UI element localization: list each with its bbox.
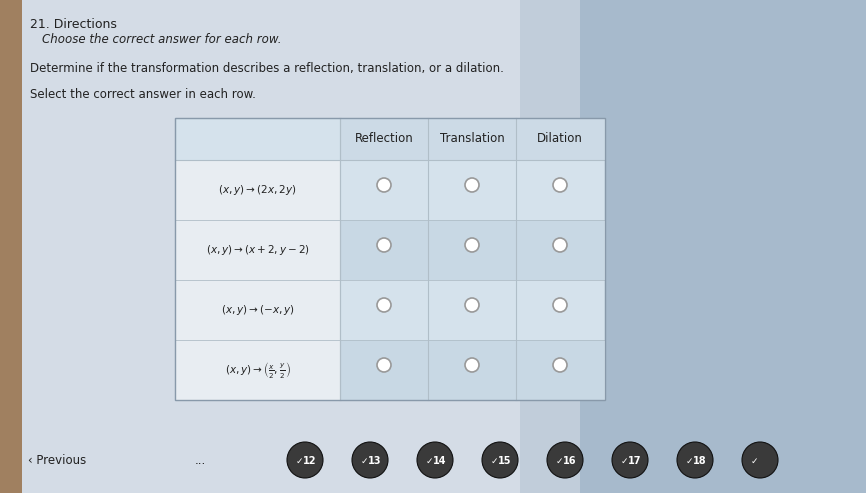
Text: $(x, y) \rightarrow (-x, y)$: $(x, y) \rightarrow (-x, y)$ <box>221 303 294 317</box>
Text: ✓: ✓ <box>750 457 758 465</box>
FancyBboxPatch shape <box>175 280 340 340</box>
Circle shape <box>553 178 567 192</box>
Circle shape <box>465 238 479 252</box>
FancyBboxPatch shape <box>0 0 580 493</box>
Text: $(x, y) \rightarrow \left(\frac{x}{2}, \frac{y}{2}\right)$: $(x, y) \rightarrow \left(\frac{x}{2}, \… <box>224 360 290 380</box>
Circle shape <box>465 178 479 192</box>
Text: Dilation: Dilation <box>537 133 583 145</box>
Circle shape <box>287 442 323 478</box>
Text: Determine if the transformation describes a reflection, translation, or a dilati: Determine if the transformation describe… <box>30 62 504 75</box>
Text: ✓: ✓ <box>555 457 563 465</box>
Circle shape <box>465 298 479 312</box>
Text: Choose the correct answer for each row.: Choose the correct answer for each row. <box>42 33 281 46</box>
FancyBboxPatch shape <box>520 0 866 493</box>
Circle shape <box>553 358 567 372</box>
Text: 13: 13 <box>368 456 382 466</box>
FancyBboxPatch shape <box>340 220 604 280</box>
FancyBboxPatch shape <box>580 0 866 493</box>
FancyBboxPatch shape <box>340 160 604 220</box>
Text: Translation: Translation <box>440 133 504 145</box>
Circle shape <box>377 238 391 252</box>
Circle shape <box>377 358 391 372</box>
Circle shape <box>547 442 583 478</box>
Circle shape <box>377 298 391 312</box>
FancyBboxPatch shape <box>175 340 340 400</box>
Circle shape <box>677 442 713 478</box>
Text: ✓: ✓ <box>620 457 628 465</box>
FancyBboxPatch shape <box>340 340 604 400</box>
Text: ‹ Previous: ‹ Previous <box>28 454 87 466</box>
Circle shape <box>612 442 648 478</box>
Circle shape <box>377 178 391 192</box>
Text: $(x, y) \rightarrow (x + 2, y - 2)$: $(x, y) \rightarrow (x + 2, y - 2)$ <box>205 243 309 257</box>
Text: 16: 16 <box>563 456 577 466</box>
Circle shape <box>553 298 567 312</box>
Text: ✓: ✓ <box>295 457 303 465</box>
Text: 15: 15 <box>498 456 512 466</box>
Circle shape <box>742 442 778 478</box>
Circle shape <box>352 442 388 478</box>
Text: Select the correct answer in each row.: Select the correct answer in each row. <box>30 88 255 101</box>
Text: 12: 12 <box>303 456 317 466</box>
Text: 18: 18 <box>693 456 707 466</box>
Circle shape <box>417 442 453 478</box>
Circle shape <box>553 238 567 252</box>
FancyBboxPatch shape <box>175 118 605 400</box>
Text: ✓: ✓ <box>490 457 498 465</box>
FancyBboxPatch shape <box>175 220 340 280</box>
Text: ✓: ✓ <box>425 457 433 465</box>
Circle shape <box>482 442 518 478</box>
Text: 14: 14 <box>433 456 447 466</box>
Text: 17: 17 <box>628 456 642 466</box>
Text: Reflection: Reflection <box>354 133 413 145</box>
Text: $(x, y) \rightarrow (2x, 2y)$: $(x, y) \rightarrow (2x, 2y)$ <box>218 183 297 197</box>
Text: ✓: ✓ <box>685 457 693 465</box>
FancyBboxPatch shape <box>340 280 604 340</box>
Text: 21. Directions: 21. Directions <box>30 18 117 31</box>
FancyBboxPatch shape <box>340 118 604 160</box>
FancyBboxPatch shape <box>0 0 22 493</box>
Text: ...: ... <box>195 454 206 466</box>
FancyBboxPatch shape <box>175 160 340 220</box>
Circle shape <box>465 358 479 372</box>
Text: ✓: ✓ <box>360 457 368 465</box>
